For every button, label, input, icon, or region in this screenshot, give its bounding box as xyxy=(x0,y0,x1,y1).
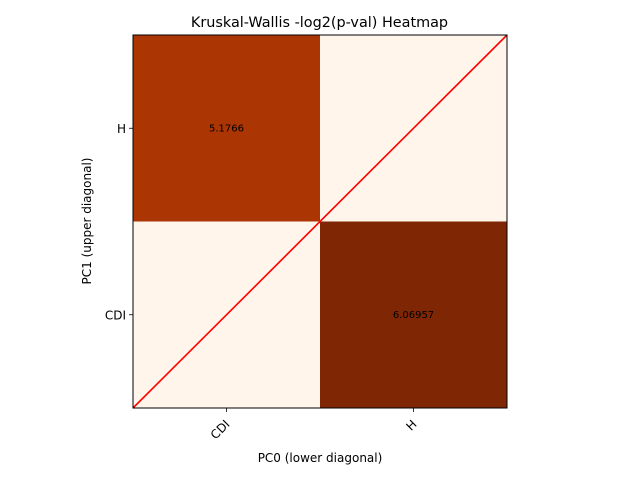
x-tick-label: CDI xyxy=(208,417,233,442)
x-axis-label: PC0 (lower diagonal) xyxy=(258,451,383,465)
cell-value-label: 6.06957 xyxy=(393,310,434,321)
plot-frame xyxy=(132,34,508,409)
y-axis-label: PC1 (upper diagonal) xyxy=(80,158,94,285)
heatmap-cell-h-cdi xyxy=(320,221,507,408)
diagonal-line xyxy=(132,34,508,409)
x-tick-label: H xyxy=(403,417,419,433)
y-tick-label: H xyxy=(117,122,126,136)
y-tick-label: CDI xyxy=(105,308,126,322)
heatmap-cell-cdi-h xyxy=(133,35,320,222)
cell-value-label: 5.1766 xyxy=(209,123,244,134)
chart-title: Kruskal-Wallis -log2(p-val) Heatmap xyxy=(191,15,448,31)
